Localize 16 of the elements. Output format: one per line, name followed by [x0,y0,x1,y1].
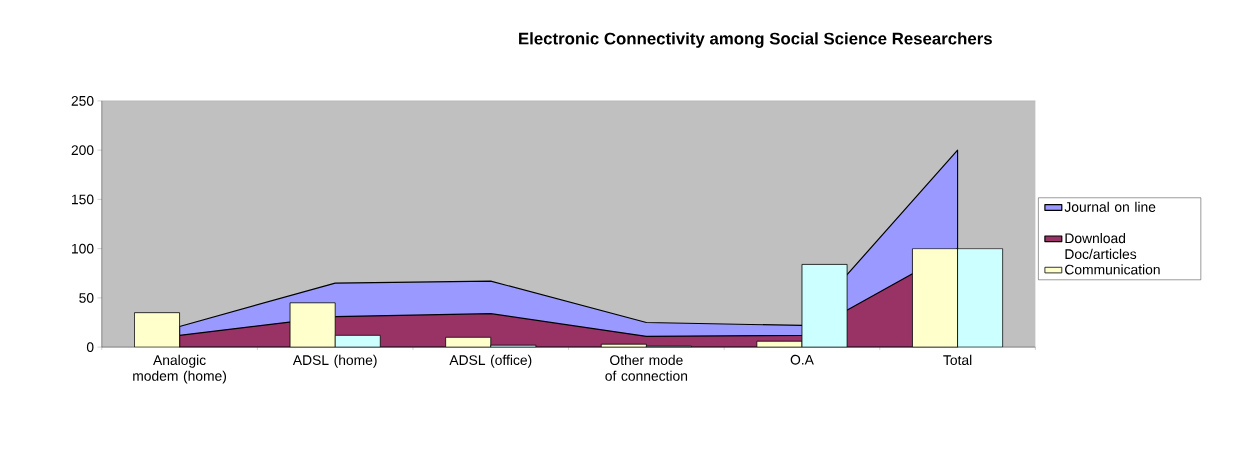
y-tick-label: 250 [71,96,94,106]
y-tick-label: 0 [86,342,94,353]
legend-label: Download Doc/articles [1065,233,1137,260]
legend-label: Communication [1065,264,1160,275]
y-tick-label: 200 [71,145,94,156]
chart-title: Electronic Connectivity among Social Science Researchers [519,32,992,48]
x-tick-label: Analogic modem (home) [133,354,227,384]
x-tick-label: ADSL (home) [292,354,377,368]
y-tick-label: 50 [79,293,94,303]
x-tick-label: O.A [790,354,814,365]
legend-label: Journal on line [1064,201,1156,212]
x-tick-label: ADSL (office) [449,354,532,368]
x-tick-label: Other mode of connection [605,354,688,381]
y-tick-label: 100 [72,243,94,254]
x-tick-label: Total [943,354,972,366]
y-tick-label: 150 [72,194,94,205]
